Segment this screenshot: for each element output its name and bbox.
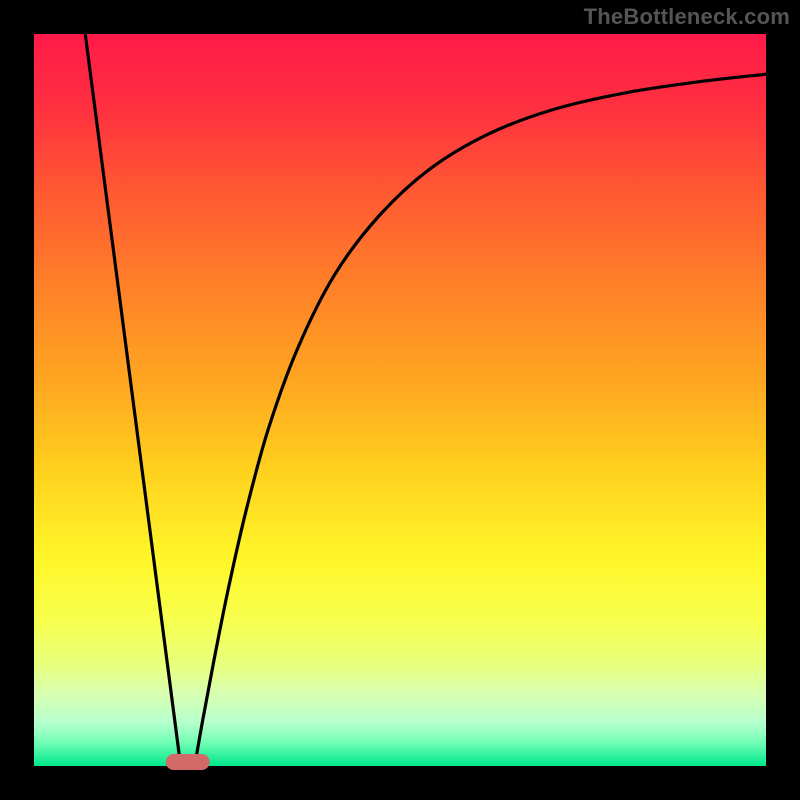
bottleneck-chart: TheBottleneck.com — [0, 0, 800, 800]
chart-svg — [0, 0, 800, 800]
watermark-text: TheBottleneck.com — [584, 4, 790, 30]
plot-area — [34, 34, 766, 766]
dip-marker — [166, 754, 210, 770]
